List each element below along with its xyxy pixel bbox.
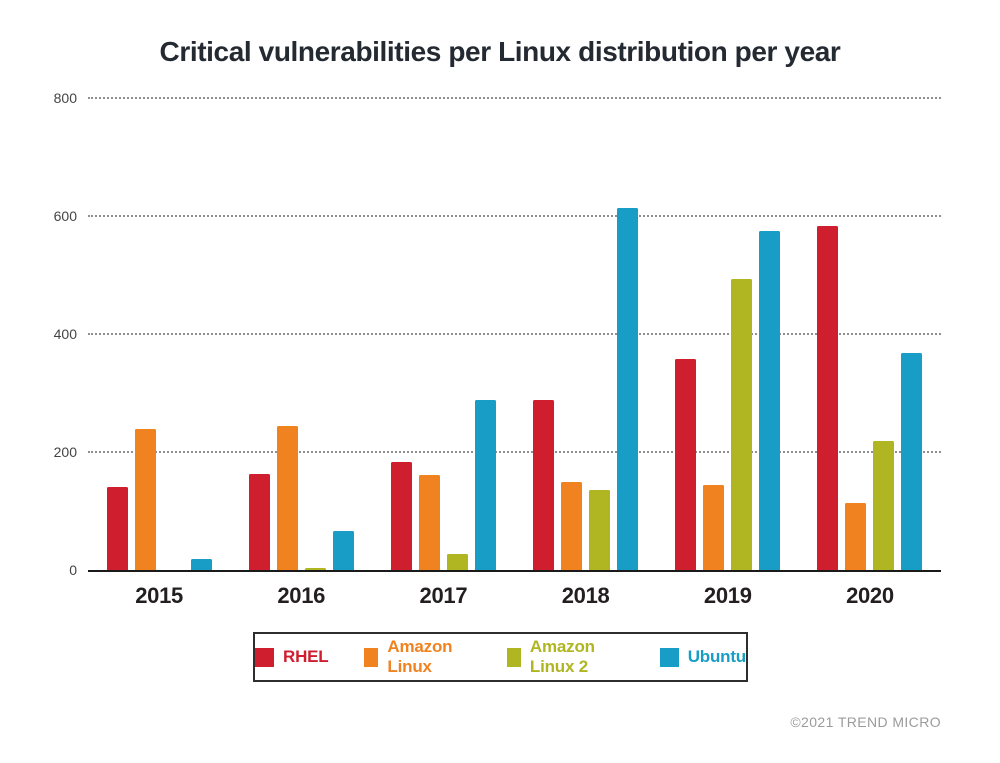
- bar-amazon-linux-2016: [276, 426, 298, 571]
- bar-amazon-linux-2-2020: [873, 441, 895, 571]
- bar-group-2020: 2020: [799, 99, 941, 608]
- chart-title: Critical vulnerabilities per Linux distr…: [159, 36, 841, 67]
- bar-amazon-linux-2017: [418, 475, 440, 571]
- bar-rhel-2017: [390, 462, 412, 571]
- legend-item-rhel: RHEL: [255, 647, 329, 667]
- legend: RHEL Amazon Linux Amazon Linux 2 Ubuntu: [253, 632, 748, 682]
- bar-group-2018: 2018: [515, 99, 657, 608]
- bar-ubuntu-2015: [190, 559, 212, 571]
- bar-amazon-linux-2018: [561, 482, 583, 571]
- bar-group-2017: 2017: [372, 99, 514, 608]
- bar-amazon-linux-2020: [845, 503, 867, 571]
- plot-area: 0 200 400 600 800 2015 2016 2017 2018 2019 2020: [54, 90, 941, 608]
- bar-group-2019: 2019: [657, 99, 799, 608]
- gridline-800: 800: [54, 90, 941, 106]
- bar-amazon-linux-2-2018: [589, 490, 611, 571]
- legend-swatch-icon: [364, 647, 379, 667]
- bar-ubuntu-2016: [332, 531, 354, 571]
- x-axis-label-2015: 2015: [135, 583, 183, 608]
- bar-ubuntu-2017: [474, 400, 496, 571]
- bar-amazon-linux-2019: [703, 485, 725, 571]
- legend-label: Amazon Linux 2: [529, 637, 595, 676]
- legend-label: RHEL: [283, 647, 329, 666]
- bar-rhel-2019: [675, 359, 697, 571]
- legend-swatch-icon: [506, 647, 521, 667]
- legend-swatch-icon: [255, 647, 274, 667]
- legend-item-ubuntu: Ubuntu: [659, 647, 746, 667]
- bar-rhel-2016: [248, 474, 270, 571]
- legend-item-amazon-linux: Amazon Linux: [364, 637, 470, 677]
- x-axis-label-2019: 2019: [703, 583, 752, 608]
- legend-item-amazon-linux-2: Amazon Linux 2: [506, 637, 624, 677]
- legend-label: Ubuntu: [687, 647, 746, 666]
- y-tick-label: 0: [69, 562, 77, 579]
- bar-rhel-2020: [817, 226, 839, 571]
- x-axis-label-2018: 2018: [561, 583, 610, 608]
- bar-group-2015: 2015: [88, 99, 230, 608]
- bar-ubuntu-2020: [901, 353, 923, 571]
- y-tick-label: 400: [53, 326, 77, 343]
- bar-amazon-linux-2015: [134, 429, 156, 571]
- y-tick-label: 600: [53, 208, 77, 225]
- x-axis-label-2020: 2020: [846, 583, 894, 608]
- gridline-600: 600: [54, 208, 941, 224]
- x-axis-line: [88, 570, 941, 572]
- bar-amazon-linux-2-2017: [446, 554, 468, 571]
- bar-rhel-2015: [106, 487, 128, 571]
- bar-ubuntu-2019: [759, 231, 781, 571]
- y-tick-label: 200: [53, 444, 77, 461]
- bar-ubuntu-2018: [617, 208, 639, 571]
- bar-group-2016: 2016: [230, 99, 372, 608]
- y-tick-label: 800: [53, 90, 77, 107]
- x-axis-label-2016: 2016: [277, 583, 326, 608]
- legend-label: Amazon Linux: [387, 637, 453, 676]
- bar-groups-layer: 2015 2016 2017 2018 2019 2020: [88, 99, 941, 608]
- legend-swatch-icon: [659, 647, 679, 667]
- bar-amazon-linux-2-2016: [304, 568, 326, 571]
- copyright-text: ©2021 TREND MICRO: [790, 714, 941, 730]
- bar-amazon-linux-2-2019: [731, 279, 753, 571]
- gridline-400: 400: [54, 326, 941, 342]
- x-axis-label-2017: 2017: [419, 583, 468, 608]
- bar-rhel-2018: [533, 400, 555, 571]
- gridline-200: 200: [54, 444, 941, 460]
